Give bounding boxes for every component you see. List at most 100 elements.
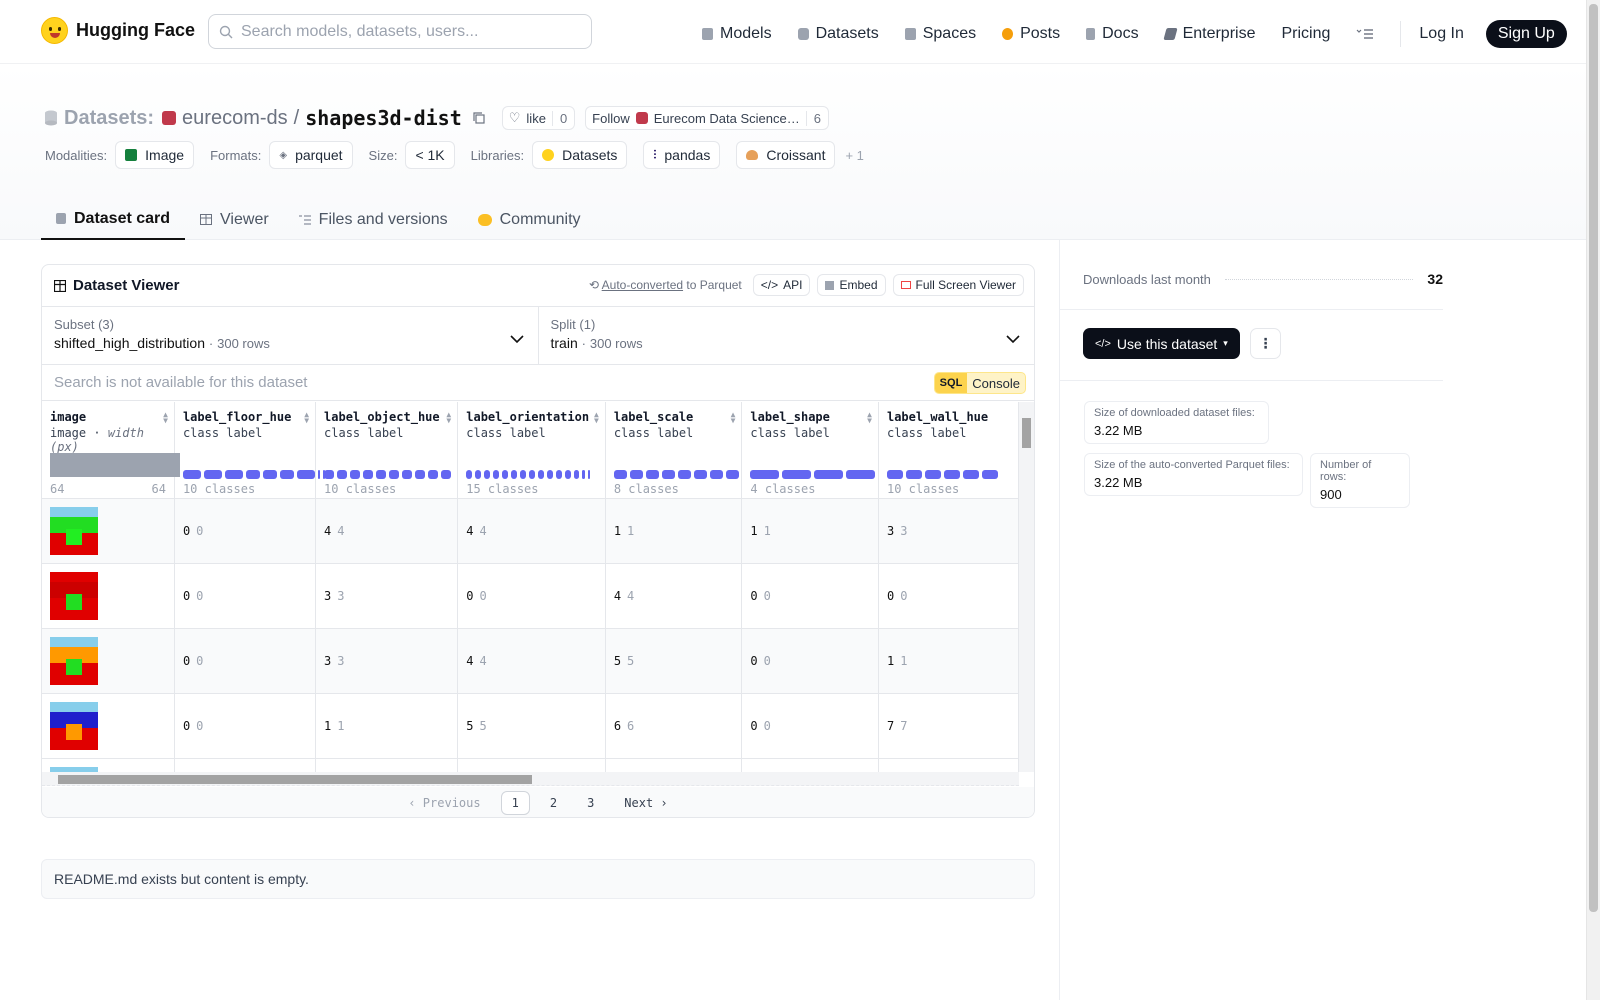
library-tag-datasets[interactable]: Datasets bbox=[532, 141, 628, 169]
dataset-name[interactable]: shapes3d-dist bbox=[305, 106, 462, 130]
more-options-button[interactable]: ⋮ bbox=[1250, 328, 1281, 359]
sort-icon[interactable]: ▲ ▼ bbox=[867, 410, 872, 425]
next-page-button[interactable]: Next › bbox=[624, 796, 668, 810]
image-thumbnail[interactable] bbox=[50, 766, 98, 772]
like-button[interactable]: ♡ like 0 bbox=[501, 106, 576, 130]
api-button[interactable]: </> API bbox=[752, 274, 811, 296]
column-header-label-shape[interactable]: label_shape class label ▲ ▼ 4 classes bbox=[741, 402, 879, 499]
tab-community[interactable]: Community bbox=[463, 199, 596, 240]
sort-icon[interactable]: ▲ ▼ bbox=[446, 410, 452, 425]
image-thumbnail[interactable] bbox=[50, 701, 98, 750]
sort-icon[interactable]: ▲ ▼ bbox=[730, 410, 736, 425]
sql-console-button[interactable]: SQL Console bbox=[933, 372, 1026, 394]
image-thumbnail[interactable] bbox=[50, 506, 98, 555]
nav-enterprise[interactable]: Enterprise bbox=[1162, 22, 1255, 46]
follow-button[interactable]: Follow Eurecom Data Science… 6 bbox=[585, 106, 829, 130]
class-label-cell[interactable] bbox=[457, 758, 606, 772]
split-select[interactable]: Split (1) train · 300 rows bbox=[539, 307, 1035, 364]
page-scrollbar-thumb[interactable] bbox=[1589, 4, 1598, 912]
login-link[interactable]: Log In bbox=[1419, 25, 1464, 42]
page-scrollbar[interactable] bbox=[1586, 0, 1600, 1000]
data-table-container[interactable]: image image · width (px) ▲ ▼ 64 64 label_f… bbox=[42, 402, 1019, 772]
page-1-button[interactable]: 1 bbox=[500, 791, 530, 815]
library-tag-pandas[interactable]: ⫶ pandas bbox=[643, 141, 721, 169]
column-header-label-scale[interactable]: label_scale class label ▲ ▼ 8 classes bbox=[605, 402, 743, 499]
tab-dataset-card[interactable]: Dataset card bbox=[41, 199, 186, 240]
column-header-label-wall-hue[interactable]: label_wall_hue class label 10 classes bbox=[878, 402, 1019, 499]
class-label-cell[interactable] bbox=[315, 758, 459, 772]
table-horizontal-scrollbar[interactable] bbox=[42, 772, 1019, 786]
sort-icon[interactable]: ▲ ▼ bbox=[593, 410, 599, 425]
signup-button[interactable]: Sign Up bbox=[1485, 20, 1567, 48]
table-row[interactable] bbox=[42, 758, 1019, 772]
image-cell[interactable] bbox=[42, 758, 175, 772]
image-cell[interactable] bbox=[42, 693, 175, 759]
nav-more-menu[interactable] bbox=[1356, 22, 1374, 46]
class-label-cell[interactable] bbox=[605, 758, 743, 772]
tab-viewer[interactable]: Viewer bbox=[185, 199, 284, 240]
hf-logo-link[interactable]: Hugging Face bbox=[41, 17, 195, 44]
column-header-label-object-hue[interactable]: label_object_hue class label ▲ ▼ 10 class… bbox=[315, 402, 459, 499]
column-header-image[interactable]: image image · width (px) ▲ ▼ 64 64 bbox=[42, 402, 180, 499]
class-label-cell[interactable] bbox=[174, 758, 317, 772]
copy-icon[interactable] bbox=[472, 111, 486, 125]
image-cell[interactable] bbox=[42, 563, 175, 629]
image-thumbnail[interactable] bbox=[50, 571, 98, 620]
tab-files[interactable]: Files and versions bbox=[284, 199, 463, 240]
sort-icon[interactable]: ▲ ▼ bbox=[163, 410, 168, 425]
image-cell[interactable] bbox=[42, 628, 175, 694]
class-label-cell[interactable] bbox=[878, 758, 1019, 772]
sort-icon[interactable]: ▲ ▼ bbox=[304, 410, 310, 425]
nav-docs[interactable]: Docs bbox=[1086, 22, 1139, 46]
org-link[interactable]: eurecom-ds bbox=[182, 106, 288, 129]
datasets-section-label[interactable]: Datasets: bbox=[64, 106, 155, 129]
table-horizontal-scrollbar-thumb[interactable] bbox=[58, 775, 532, 784]
previous-page-button[interactable]: ‹ Previous bbox=[408, 796, 481, 810]
use-this-dataset-button[interactable]: </> Use this dataset ▾ bbox=[1083, 328, 1240, 359]
modality-tag[interactable]: Image bbox=[115, 141, 195, 169]
nav-posts[interactable]: Posts bbox=[1002, 22, 1060, 46]
auto-converted-link[interactable]: Auto-converted bbox=[601, 278, 684, 292]
size-tag[interactable]: < 1K bbox=[405, 141, 455, 169]
embed-button[interactable]: Embed bbox=[817, 274, 886, 296]
table-vertical-scrollbar-thumb[interactable] bbox=[1022, 418, 1031, 448]
global-search[interactable] bbox=[208, 14, 592, 49]
nav-pricing[interactable]: Pricing bbox=[1281, 22, 1330, 46]
format-tag[interactable]: ◈ parquet bbox=[269, 141, 353, 169]
page-2-button[interactable]: 2 bbox=[549, 796, 558, 810]
global-search-input[interactable] bbox=[241, 22, 561, 41]
image-cell[interactable] bbox=[42, 498, 175, 564]
library-tag-croissant[interactable]: Croissant bbox=[736, 141, 836, 169]
nav-models[interactable]: Models bbox=[702, 22, 772, 46]
fullscreen-button[interactable]: Full Screen Viewer bbox=[892, 274, 1024, 296]
page-3-button[interactable]: 3 bbox=[587, 796, 595, 810]
table-vertical-scrollbar[interactable] bbox=[1019, 402, 1034, 772]
column-header-label-orientation[interactable]: label_orientation class label ▲ ▼ 15 clas… bbox=[457, 402, 606, 499]
class-label-cell[interactable] bbox=[741, 758, 879, 772]
